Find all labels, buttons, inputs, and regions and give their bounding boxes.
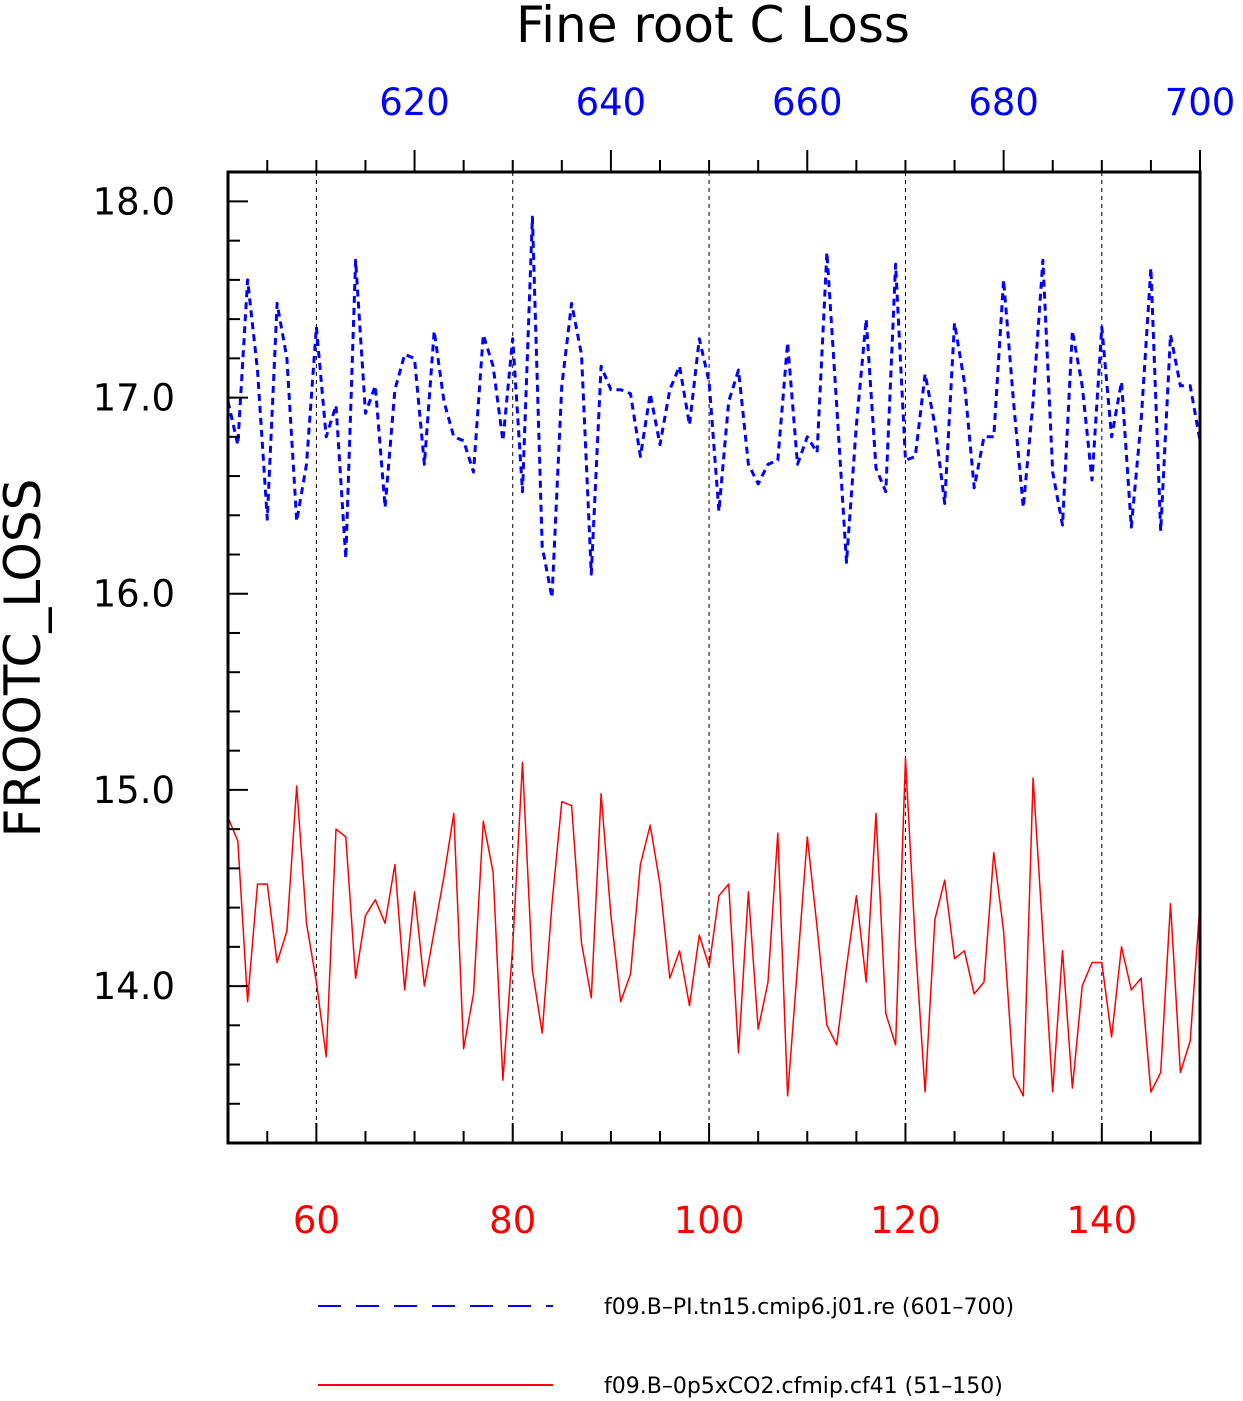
legend: f09.B–PI.tn15.cmip6.j01.re (601–700) f09… — [318, 1295, 1014, 1399]
y-tick-label: 18.0 — [93, 180, 175, 223]
tick-labels: 60 80 100 120 140 620 640 660 680 700 14.0 15.0 16.0… — [93, 81, 1236, 1242]
x-tick-label: 100 — [674, 1199, 745, 1242]
plot-frame — [226, 170, 1202, 1145]
y-tick-label: 15.0 — [93, 769, 175, 812]
series-line-0 — [226, 215, 1202, 600]
legend-label-red: f09.B–0p5xCO2.cfmip.cf41 (51–150) — [604, 1374, 1003, 1399]
series-line-1 — [227, 757, 1201, 1097]
x-tick-label: 80 — [489, 1199, 536, 1242]
grid-lines — [315, 172, 1103, 1143]
series-lines — [226, 215, 1202, 1097]
top-tick-label: 680 — [968, 81, 1039, 124]
top-tick-label: 620 — [379, 81, 450, 124]
x-tick-label: 140 — [1067, 1199, 1138, 1242]
y-tick-label: 16.0 — [93, 573, 175, 616]
x-tick-label: 60 — [293, 1199, 340, 1242]
axis-ticks — [228, 150, 1201, 1143]
top-tick-label: 700 — [1165, 81, 1236, 124]
y-tick-label: 17.0 — [93, 377, 175, 420]
chart-title: Fine root C Loss — [516, 0, 910, 54]
top-tick-label: 640 — [576, 81, 647, 124]
y-tick-label: 14.0 — [93, 965, 175, 1008]
x-tick-label: 120 — [870, 1199, 941, 1242]
top-tick-label: 660 — [772, 81, 843, 124]
y-axis-label: FROOTC_LOSS — [0, 479, 52, 838]
legend-label-blue: f09.B–PI.tn15.cmip6.j01.re (601–700) — [604, 1295, 1014, 1320]
